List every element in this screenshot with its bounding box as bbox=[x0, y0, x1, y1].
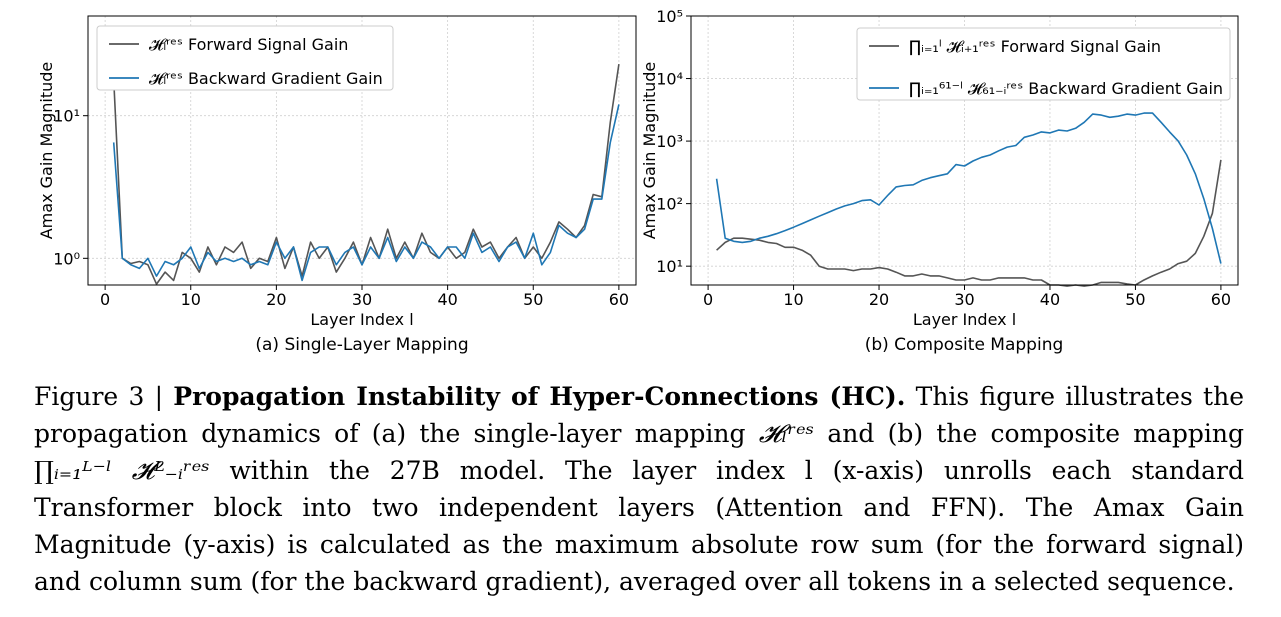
y-axis-label: Amax Gain Magnitude bbox=[37, 62, 56, 240]
x-tick-label: 60 bbox=[1211, 290, 1231, 309]
legend-label: 𝓗ₗʳᵉˢ Forward Signal Gain bbox=[149, 35, 348, 54]
legend-label: ∏ᵢ₌₁⁶¹⁻ˡ 𝓗₆₁₋ᵢʳᵉˢ Backward Gradient Gain bbox=[909, 79, 1223, 98]
caption-prefix: Figure 3 | bbox=[34, 382, 174, 411]
y-tick-label: 10¹ bbox=[656, 257, 683, 276]
charts-canvas: 0 10 20 30 40 50 60 10⁰ 10¹ 𝓗ₗʳᵉˢ Forward Signal … bbox=[37, 7, 1239, 355]
x-tick-label: 0 bbox=[703, 290, 713, 309]
caption-math-1: 𝓗ₗʳᵉˢ bbox=[758, 419, 815, 448]
x-tick-label: 40 bbox=[437, 290, 457, 309]
caption-text-1: This figure illustrates the propagation … bbox=[34, 382, 1244, 448]
y-tick-label: 10¹ bbox=[53, 107, 80, 126]
y-tick-label: 10⁴ bbox=[656, 70, 683, 89]
legend bbox=[96, 25, 394, 91]
chart-a: 0 10 20 30 40 50 60 10⁰ 10¹ 𝓗ₗʳᵉˢ Forward Signal … bbox=[37, 15, 637, 355]
x-tick-label: 0 bbox=[100, 290, 110, 309]
legend-label: 𝓗ₗʳᵉˢ Backward Gradient Gain bbox=[149, 69, 383, 88]
plot-frame bbox=[87, 15, 637, 286]
series-line-forward bbox=[716, 159, 1222, 287]
caption-title: Propagation Instability of Hyper-Connect… bbox=[173, 382, 906, 411]
x-axis-label: Layer Index l bbox=[310, 310, 413, 329]
y-tick-label: 10³ bbox=[656, 132, 683, 151]
figure-caption: Figure 3 | Propagation Instability of Hy… bbox=[34, 378, 1244, 600]
caption-text-3: within the 27B model. The layer index l … bbox=[34, 456, 1245, 596]
y-axis-label: Amax Gain Magnitude bbox=[640, 62, 659, 240]
series-line-forward bbox=[112, 63, 620, 285]
x-tick-label: 20 bbox=[869, 290, 889, 309]
plot-frame bbox=[690, 15, 1239, 286]
x-tick-label: 30 bbox=[352, 290, 372, 309]
subcaption: (b) Composite Mapping bbox=[865, 335, 1064, 355]
x-tick-label: 30 bbox=[954, 290, 974, 309]
subcaption: (a) Single-Layer Mapping bbox=[255, 335, 468, 355]
legend-label: ∏ᵢ₌₁ˡ 𝓗ᵢ₊₁ʳᵉˢ Forward Signal Gain bbox=[909, 37, 1161, 56]
y-tick-label: 10² bbox=[656, 195, 683, 214]
x-tick-label: 20 bbox=[266, 290, 286, 309]
series-line-backward bbox=[112, 104, 620, 282]
legend bbox=[856, 27, 1231, 101]
y-tick-label: 10⁵ bbox=[656, 7, 683, 26]
x-tick-label: 10 bbox=[181, 290, 201, 309]
x-tick-label: 40 bbox=[1040, 290, 1060, 309]
y-tick-label: 10⁰ bbox=[53, 249, 80, 268]
series-line-backward bbox=[715, 112, 1222, 264]
x-tick-label: 50 bbox=[523, 290, 543, 309]
chart-b: 0 10 20 30 40 50 60 10¹ 10² 10³ 10⁴ 10⁵ ∏ᵢ₌₁ˡ 𝓗ᵢ₊₁ʳᵉ… bbox=[640, 7, 1239, 355]
x-axis-label: Layer Index l bbox=[913, 310, 1016, 329]
caption-math-2: ∏ᵢ₌₁ᴸ⁻ˡ 𝓗ᴸ₋ᵢʳᵉˢ bbox=[34, 456, 210, 485]
caption-text-2: and (b) the composite mapping bbox=[814, 419, 1244, 448]
x-tick-label: 60 bbox=[609, 290, 629, 309]
x-tick-label: 10 bbox=[783, 290, 803, 309]
x-tick-label: 50 bbox=[1125, 290, 1145, 309]
